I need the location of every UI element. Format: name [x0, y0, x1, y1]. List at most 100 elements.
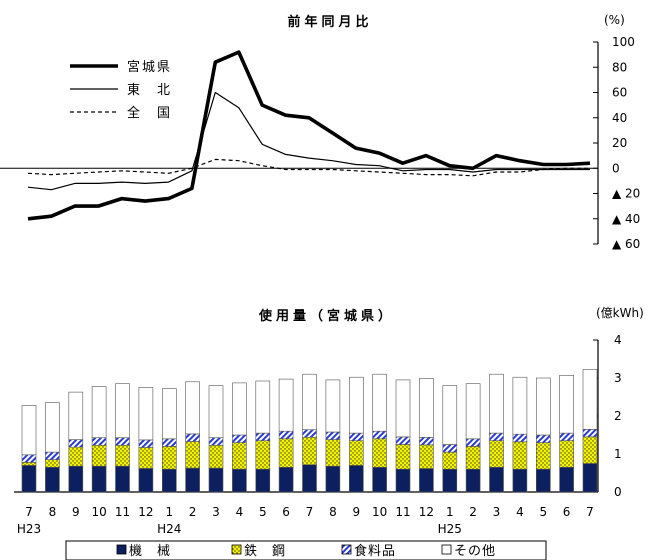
bar-legend-swatch-navy — [116, 544, 127, 555]
bar-segment-navy — [162, 468, 177, 493]
bar-segment-white — [395, 379, 411, 438]
bar-segment-navy — [91, 465, 107, 493]
bar-segment-blue-stripes — [535, 434, 551, 443]
bar-segment-blue-stripes — [582, 428, 598, 438]
bar-segment-yellow-dots — [419, 444, 434, 469]
bar-segment-white — [45, 402, 60, 453]
bar-segment-blue-stripes — [115, 437, 130, 446]
bar-segment-navy — [21, 465, 37, 493]
bar-legend-label: 機 械 — [129, 544, 171, 559]
bar-segment-navy — [302, 464, 317, 493]
bar-segment-blue-stripes — [162, 438, 177, 447]
bar-segment-yellow-dots — [185, 441, 200, 469]
bar-segment-white — [68, 391, 84, 440]
bar-segment-white — [255, 380, 271, 434]
bar-segment-yellow-dots — [115, 444, 130, 467]
bar-segment-yellow-dots — [325, 439, 341, 467]
bar-legend-swatch-blue-stripes — [341, 544, 352, 555]
bar-segment-yellow-dots — [162, 446, 177, 470]
bar-segment-white — [442, 385, 458, 445]
bar-segment-yellow-dots — [232, 442, 247, 470]
bar-chart-y-tick-label: 0 — [614, 485, 622, 499]
bar-segment-navy — [348, 465, 364, 493]
bar-segment-yellow-dots — [372, 438, 387, 468]
bar-segment-blue-stripes — [278, 430, 294, 440]
bar-segment-white — [232, 382, 247, 436]
bar-segment-yellow-dots — [91, 444, 107, 467]
bar-segment-white — [21, 405, 37, 456]
bar-chart-x-tick-label: 2 — [469, 505, 477, 519]
bar-legend-label: その他 — [454, 544, 496, 559]
bar-chart-x-tick-label: 10 — [91, 505, 106, 519]
bar-segment-yellow-dots — [302, 436, 317, 465]
bar-segment-white — [115, 383, 130, 439]
bar-segment-yellow-dots — [535, 442, 551, 470]
line-chart-y-tick-label: 20 — [612, 136, 627, 150]
bar-chart-x-tick-label: 8 — [329, 505, 337, 519]
bar-legend-label: 鉄 鋼 — [244, 544, 286, 559]
bar-chart-x-tick-label: 9 — [72, 505, 80, 519]
legend-label: 東 北 — [127, 82, 172, 98]
line-series-dashed — [27, 158, 590, 177]
bar-segment-navy — [419, 468, 434, 493]
bar-chart-x-tick-label: 3 — [212, 505, 220, 519]
bar-segment-yellow-dots — [138, 447, 154, 469]
bar-segment-white — [535, 377, 551, 436]
bar-segment-yellow-dots — [559, 440, 574, 468]
bar-segment-yellow-dots — [465, 446, 481, 470]
bar-segment-white — [162, 388, 177, 440]
bar-segment-blue-stripes — [91, 437, 107, 446]
legend-label: 宮城県 — [127, 59, 172, 75]
bar-segment-white — [325, 379, 341, 433]
bar-segment-navy — [138, 468, 154, 493]
line-series-bold — [27, 50, 591, 221]
bar-chart-x-tick-label: 12 — [419, 505, 434, 519]
bar-segment-yellow-dots — [208, 444, 224, 469]
bar-segment-blue-stripes — [232, 434, 247, 443]
bar-chart-year-label: H25 — [438, 522, 462, 536]
bar-segment-navy — [185, 467, 200, 493]
bar-segment-blue-stripes — [395, 436, 411, 445]
line-chart-y-tick-label: 40 — [612, 111, 627, 125]
bar-segment-yellow-dots — [395, 444, 411, 470]
bar-segment-navy — [489, 466, 504, 493]
bar-segment-blue-stripes — [68, 439, 84, 448]
bar-chart-x-tick-label: 4 — [516, 505, 524, 519]
line-chart-y-tick-label: 100 — [612, 35, 635, 49]
line-chart-unit: (%) — [604, 13, 625, 27]
bar-chart-x-tick-label: 9 — [352, 505, 360, 519]
bar-segment-blue-stripes — [45, 451, 60, 461]
line-chart-y-tick-label: 80 — [612, 60, 627, 74]
bar-segment-blue-stripes — [325, 431, 341, 440]
line-chart-y-tick-label: ▲ 20 — [612, 187, 640, 201]
bar-segment-white — [278, 378, 294, 432]
bar-chart-x-tick-label: 12 — [138, 505, 153, 519]
bar-legend-label: 食料品 — [354, 543, 396, 559]
bar-segment-yellow-dots — [255, 440, 271, 470]
bar-segment-yellow-dots — [21, 462, 37, 466]
bar-segment-navy — [559, 466, 574, 493]
bar-segment-white — [91, 386, 107, 438]
bar-segment-white — [559, 374, 574, 434]
bar-segment-white — [512, 376, 528, 435]
bar-segment-white — [372, 373, 387, 432]
bar-chart-y-tick-label: 2 — [614, 409, 622, 423]
bar-segment-navy — [115, 465, 130, 493]
bar-segment-blue-stripes — [302, 429, 317, 438]
bar-segment-yellow-dots — [512, 441, 528, 470]
bar-segment-navy — [395, 468, 411, 493]
bar-segment-blue-stripes — [255, 432, 271, 442]
bar-chart-year-label: H23 — [17, 522, 41, 536]
bar-segment-blue-stripes — [348, 432, 364, 442]
bar-chart-y-tick-label: 4 — [614, 333, 622, 347]
bar-segment-blue-stripes — [419, 436, 434, 446]
bar-segment-navy — [325, 465, 341, 493]
bar-chart-unit: (億kWh) — [596, 306, 644, 320]
bar-segment-navy — [372, 466, 387, 493]
bar-segment-white — [138, 387, 154, 441]
bar-chart-x-tick-label: 5 — [539, 505, 547, 519]
bar-segment-white — [489, 373, 504, 434]
bar-segment-yellow-dots — [45, 459, 60, 468]
line-chart-y-tick-label: 0 — [612, 161, 620, 175]
